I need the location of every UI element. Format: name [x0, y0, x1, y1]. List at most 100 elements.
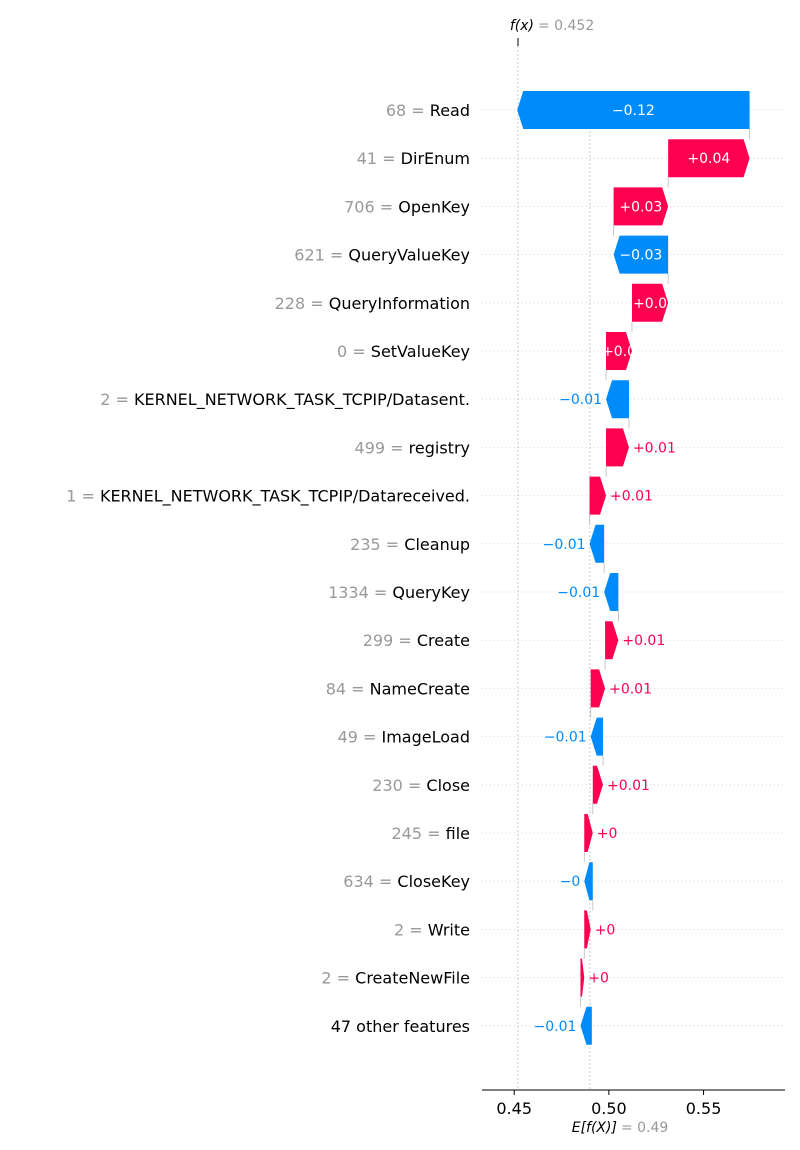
- feature-name: Cleanup: [404, 535, 470, 554]
- feature-bar: [580, 1006, 592, 1045]
- feature-bar: [584, 862, 593, 901]
- feature-label: 47 other features: [331, 1017, 470, 1036]
- x-tick-label: 0.55: [686, 1099, 722, 1118]
- feature-name: file: [446, 824, 470, 843]
- feature-bar: [631, 283, 669, 322]
- feature-value: 634 =: [343, 872, 397, 891]
- feature-bar: [589, 476, 607, 515]
- feature-bar: [584, 910, 591, 949]
- feature-bar: [606, 428, 629, 467]
- feature-label: 68 = Read: [386, 101, 470, 120]
- feature-label: 230 = Close: [372, 776, 470, 795]
- bar-value-label: +0.01: [610, 489, 653, 505]
- bar-value-label: +0.0: [633, 296, 667, 312]
- feature-value: 1334 =: [328, 583, 392, 602]
- bar-value-label: +0.01: [607, 778, 650, 794]
- feature-name: Read: [430, 101, 470, 120]
- feature-name: Create: [417, 631, 470, 650]
- feature-value: 235 =: [350, 535, 404, 554]
- feature-value: 68 =: [386, 101, 430, 120]
- feature-label: 1 = KERNEL_NETWORK_TASK_TCPIP/Datareceiv…: [66, 487, 470, 507]
- bar-value-label: +0: [588, 971, 609, 987]
- reference-lines: [517, 46, 750, 1090]
- feature-name: CloseKey: [397, 872, 470, 891]
- feature-label: 299 = Create: [363, 631, 470, 650]
- feature-label: 235 = Cleanup: [350, 535, 470, 554]
- row-gridlines: [482, 109, 785, 1027]
- feature-label: 621 = QueryValueKey: [294, 246, 470, 265]
- feature-bar: [613, 187, 669, 226]
- bar-value-label: −0.01: [559, 392, 602, 408]
- bar-value-label: +0.03: [619, 199, 662, 215]
- feature-label: 245 = file: [392, 824, 471, 843]
- feature-name: ImageLoad: [382, 728, 471, 747]
- feature-label: 228 = QueryInformation: [275, 294, 470, 313]
- feature-name: CreateNewFile: [355, 969, 470, 988]
- feature-value: 621 =: [294, 246, 348, 265]
- bar-value-label: −0.03: [619, 248, 662, 264]
- feature-name: 47 other features: [331, 1017, 470, 1036]
- x-tick-label: 0.45: [496, 1099, 532, 1118]
- bar-value-label: +0.0: [602, 344, 636, 360]
- feature-bar: [668, 139, 750, 178]
- feature-value: 1 =: [66, 487, 100, 506]
- feature-label: 0 = SetValueKey: [337, 342, 470, 361]
- feature-value: 2 =: [100, 390, 134, 409]
- x-axis-ticks: 0.45 0.50 0.55: [496, 1090, 721, 1118]
- feature-name: SetValueKey: [371, 342, 470, 361]
- feature-value: 230 =: [372, 776, 426, 795]
- feature-name: OpenKey: [398, 197, 470, 216]
- feature-bar: [605, 621, 619, 660]
- feature-bar: [606, 332, 632, 370]
- bar-value-label: +0: [597, 826, 618, 842]
- feature-value: 2 =: [394, 920, 428, 939]
- feature-value: 2 =: [321, 969, 355, 988]
- feature-bar: [517, 91, 750, 129]
- feature-value: 84 =: [326, 679, 370, 698]
- feature-value: 228 =: [275, 294, 329, 313]
- feature-bar: [589, 524, 605, 563]
- feature-bar: [590, 669, 606, 708]
- feature-value: 706 =: [344, 197, 398, 216]
- feature-label: 706 = OpenKey: [344, 197, 470, 216]
- bar-value-label: +0: [595, 922, 616, 938]
- feature-labels: 68 = Read 41 = DirEnum 706 = OpenKey 621 = …: [66, 101, 470, 1036]
- bar-value-label: −0.01: [557, 585, 600, 601]
- fx-label: f(x): [510, 18, 534, 34]
- feature-value: 49 =: [338, 728, 382, 747]
- feature-bar: [606, 380, 629, 419]
- feature-name: QueryValueKey: [348, 246, 470, 265]
- feature-label: 2 = KERNEL_NETWORK_TASK_TCPIP/Datasent.: [100, 390, 470, 410]
- feature-label: 2 = CreateNewFile: [321, 969, 470, 988]
- expected-value-value: = 0.49: [621, 1120, 668, 1136]
- feature-bar: [580, 958, 585, 997]
- feature-label: 84 = NameCreate: [326, 679, 470, 698]
- feature-name: KERNEL_NETWORK_TASK_TCPIP/Datareceived.: [100, 487, 470, 507]
- feature-bar: [604, 573, 619, 611]
- feature-label: 2 = Write: [394, 920, 470, 939]
- feature-name: DirEnum: [401, 149, 470, 168]
- feature-name: QueryInformation: [329, 294, 470, 313]
- bar-value-label: −0.01: [534, 1019, 577, 1035]
- feature-value: 299 =: [363, 631, 417, 650]
- feature-name: Write: [428, 920, 470, 939]
- fx-value: = 0.452: [538, 18, 594, 34]
- feature-value: 41 =: [357, 149, 401, 168]
- bar-value-label: −0.01: [544, 730, 587, 746]
- feature-bar: [590, 717, 604, 756]
- bar-value-label: −0: [560, 874, 581, 890]
- feature-name: NameCreate: [370, 679, 470, 698]
- feature-name: QueryKey: [392, 583, 470, 602]
- feature-bar: [592, 765, 604, 804]
- bar-value-label: +0.04: [687, 151, 730, 167]
- bar-value-label: −0.12: [612, 103, 655, 119]
- feature-value: 499 =: [355, 438, 409, 457]
- feature-label: 499 = registry: [355, 438, 470, 457]
- feature-name: KERNEL_NETWORK_TASK_TCPIP/Datasent.: [134, 390, 470, 410]
- expected-value-label: E[f(X)]: [572, 1120, 617, 1136]
- feature-label: 634 = CloseKey: [343, 872, 470, 891]
- feature-label: 49 = ImageLoad: [338, 728, 470, 747]
- feature-name: registry: [409, 438, 470, 457]
- feature-label: 41 = DirEnum: [357, 149, 470, 168]
